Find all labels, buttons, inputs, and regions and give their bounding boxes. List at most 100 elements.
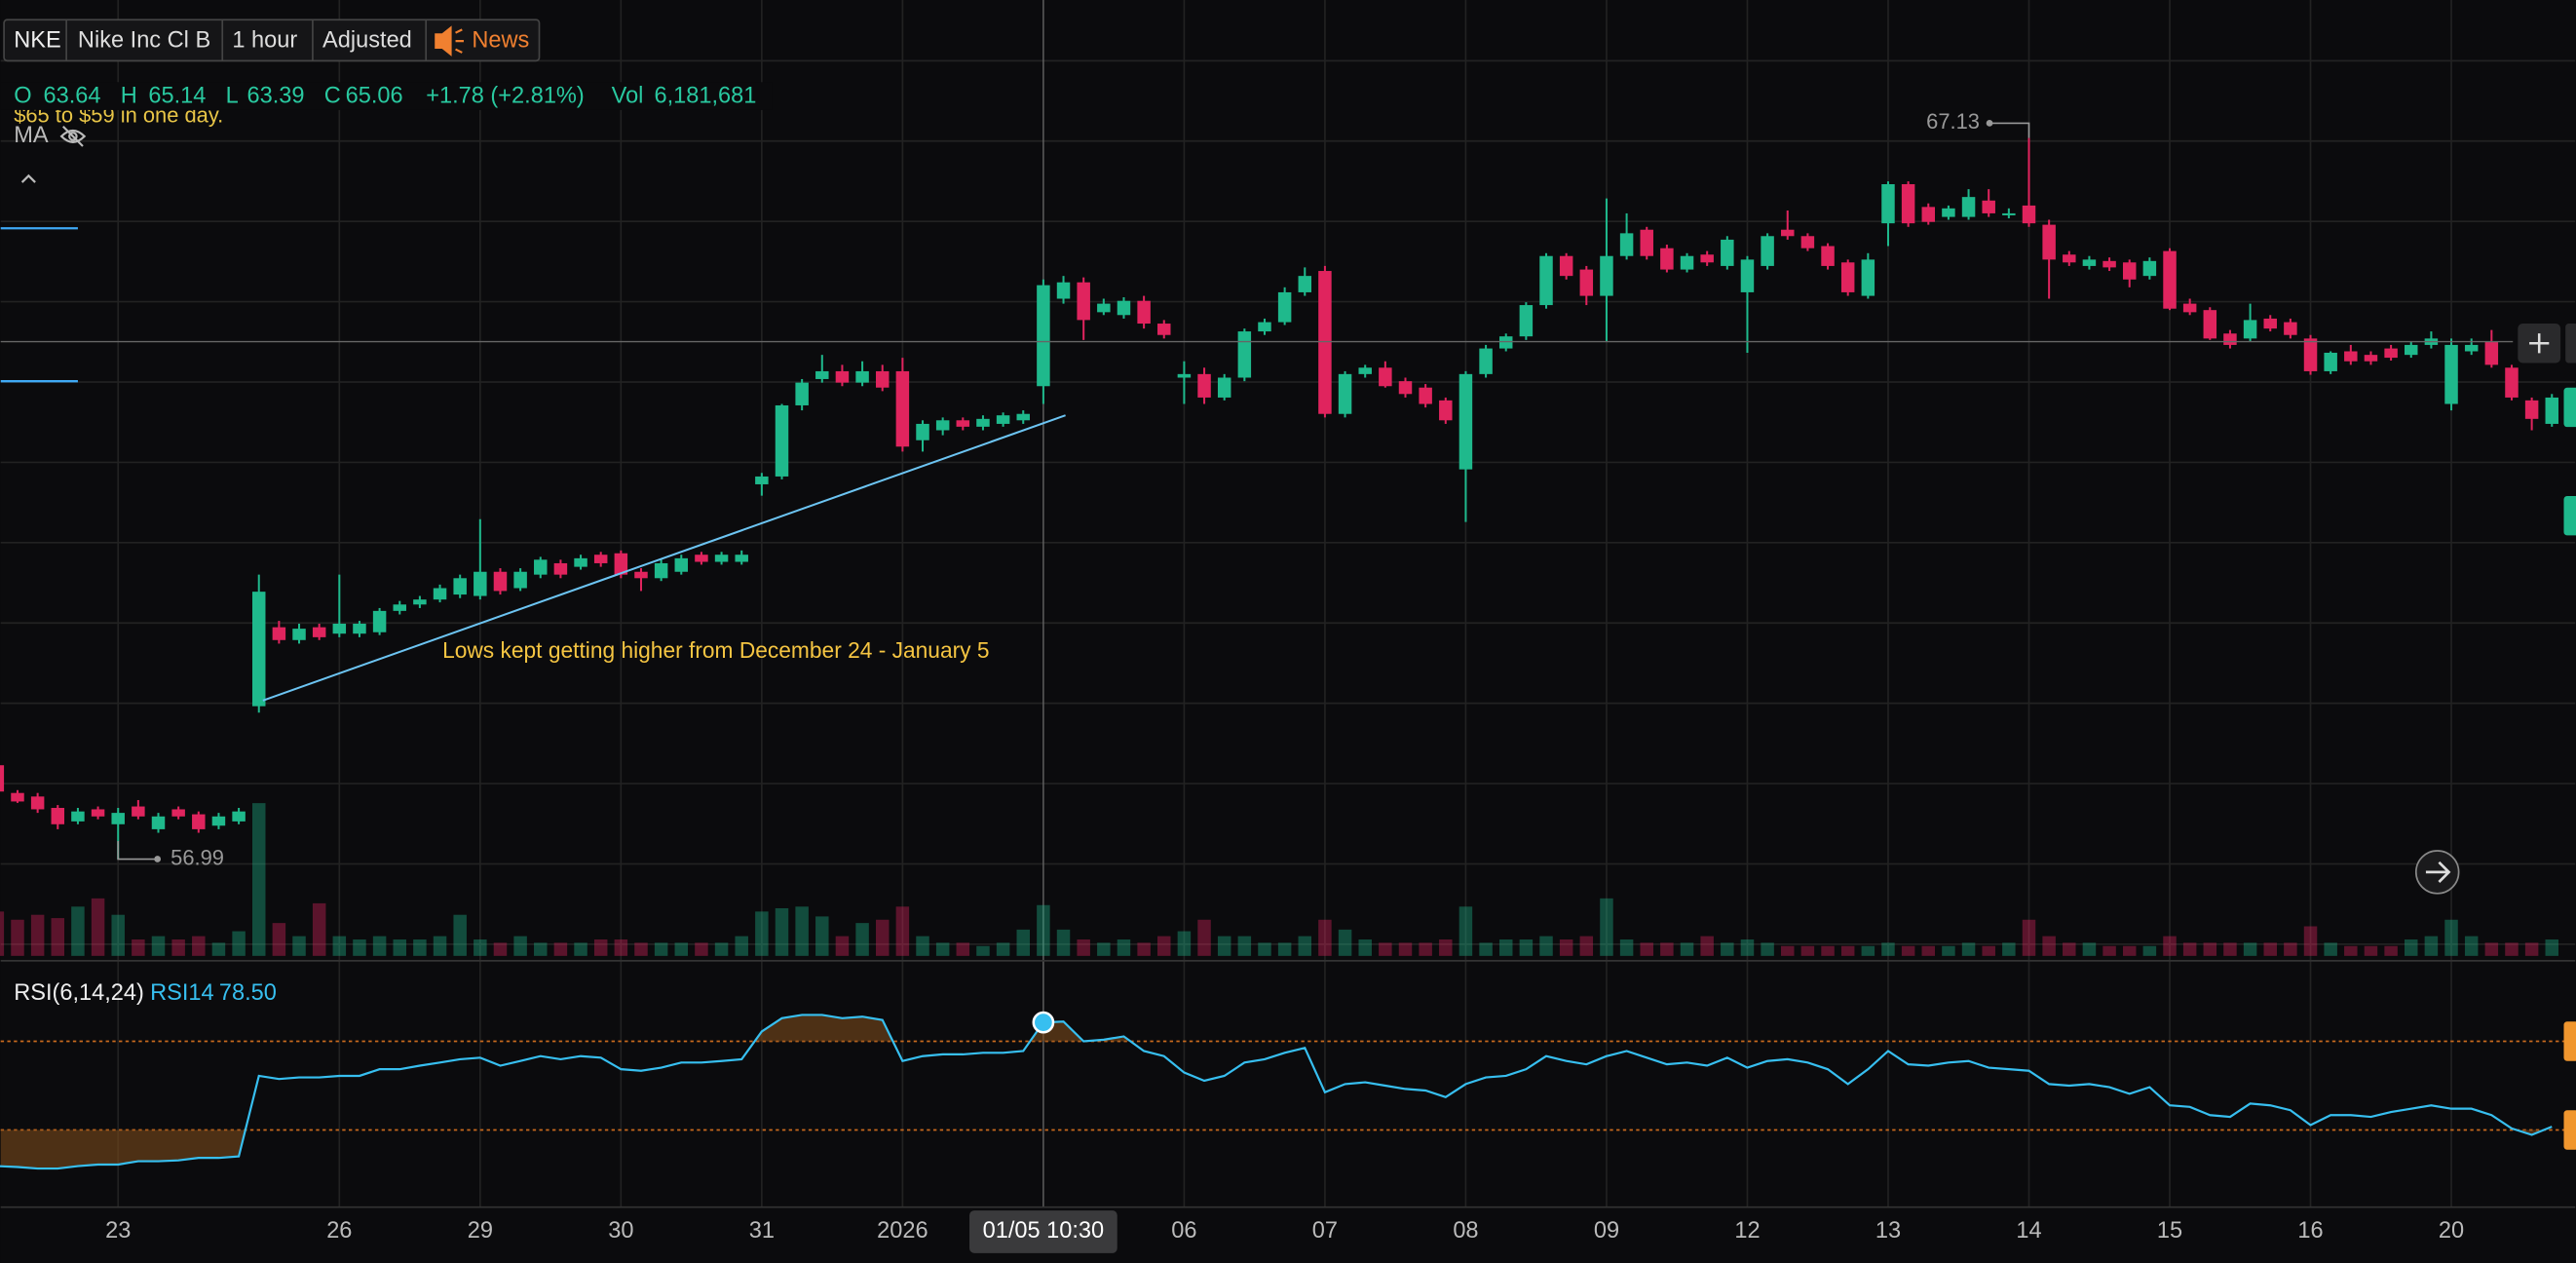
volume-bar xyxy=(2364,945,2378,956)
volume-bar xyxy=(2464,936,2479,956)
candle-body xyxy=(634,571,648,579)
candle-body xyxy=(1097,303,1111,313)
candle-body xyxy=(1761,236,1774,266)
candle-body xyxy=(192,814,206,829)
volume-bar xyxy=(0,911,5,956)
candle-body xyxy=(1077,282,1090,321)
candle-body xyxy=(292,629,306,640)
volume-bar xyxy=(2082,942,2097,956)
volume-bar xyxy=(1439,938,1453,956)
volume-bar xyxy=(815,916,829,956)
news-button[interactable]: News xyxy=(472,26,529,52)
volume-bar xyxy=(695,942,708,956)
x-tick-label: 14 xyxy=(2016,1217,2041,1243)
volume-bar xyxy=(775,907,789,956)
volume-bar xyxy=(534,942,548,956)
volume-bar xyxy=(2203,942,2217,956)
volume-bar xyxy=(1117,938,1131,956)
volume-bar xyxy=(1680,942,1694,956)
visibility-toggle[interactable] xyxy=(59,125,87,147)
candle-body xyxy=(1640,229,1653,256)
volume-bar xyxy=(433,936,447,956)
volume-bar xyxy=(2263,942,2277,956)
volume-bar xyxy=(1881,942,1895,956)
candle-body xyxy=(1137,300,1151,325)
volume-bar xyxy=(1217,936,1231,956)
change-value: +1.78 (+2.81%) xyxy=(426,83,585,108)
volume-bar xyxy=(1398,942,1413,956)
volume-bar xyxy=(795,906,809,956)
symbol-button[interactable]: NKE xyxy=(14,26,60,52)
price-tag xyxy=(2563,387,2576,428)
volume-bar xyxy=(634,942,648,956)
candle-body xyxy=(2505,367,2519,398)
candle-body xyxy=(1519,305,1534,337)
volume-bar xyxy=(1761,942,1774,956)
volume-bar xyxy=(51,918,65,956)
candle-body xyxy=(2464,344,2479,352)
x-tick-label: 13 xyxy=(1875,1217,1901,1243)
volume-bar xyxy=(11,919,24,956)
arrow-icon xyxy=(2425,861,2451,883)
candle-body xyxy=(111,813,125,824)
low-value: 63.39 xyxy=(247,83,305,108)
volume-bar xyxy=(493,942,508,956)
toolbar-frame xyxy=(3,19,541,62)
volume-bar xyxy=(1600,898,1613,956)
candle-body xyxy=(1721,239,1734,266)
interval-button[interactable]: 1 hour xyxy=(232,26,297,52)
volume-bar xyxy=(71,906,85,956)
low-marker-label: 56.99 xyxy=(170,845,224,869)
candle-body xyxy=(956,420,970,427)
volume-bar xyxy=(2303,926,2318,956)
x-tick-label: 31 xyxy=(749,1217,775,1243)
volume-bar xyxy=(372,936,387,956)
volume-bar xyxy=(332,936,347,956)
name-button[interactable]: Nike Inc Cl B xyxy=(78,26,210,52)
candle-body xyxy=(1982,200,1995,213)
collapse-button[interactable] xyxy=(20,173,36,183)
candle-body xyxy=(2344,351,2358,362)
candle-body xyxy=(2303,338,2318,371)
volume-bar xyxy=(1458,906,1473,956)
low-label: L xyxy=(226,83,239,108)
volume-bar xyxy=(1619,938,1634,956)
candle-body xyxy=(1921,207,1936,222)
candle-body xyxy=(2203,310,2217,339)
candle-body xyxy=(1338,373,1352,414)
open-value: 63.64 xyxy=(44,83,101,108)
volume-bar xyxy=(353,938,366,956)
candle-body xyxy=(2082,259,2097,266)
candle-body xyxy=(2243,320,2257,339)
volume-bar xyxy=(1419,942,1432,956)
toolbar: NKE Nike Inc Cl B 1 hour Adjusted News xyxy=(3,19,541,62)
volume-bar xyxy=(192,936,206,956)
candle-body xyxy=(996,415,1010,424)
volume-bar xyxy=(453,914,467,956)
volume-bar xyxy=(1077,938,1090,956)
candle-body xyxy=(1379,367,1392,387)
candle-body xyxy=(1740,259,1755,292)
candle-body xyxy=(11,792,24,802)
volume-bar xyxy=(2405,938,2418,956)
x-tick-label: 23 xyxy=(105,1217,131,1243)
candle-body xyxy=(372,610,387,632)
candle-body xyxy=(654,562,668,579)
adjustment-button[interactable]: Adjusted xyxy=(322,26,412,52)
candle-body xyxy=(71,811,85,822)
volume-bar xyxy=(1338,929,1352,956)
rsi-value: 78.50 xyxy=(219,979,277,1005)
low-marker-dot xyxy=(154,856,162,862)
volume-bar xyxy=(232,931,246,956)
side-tab[interactable] xyxy=(2565,324,2576,364)
volume-bar xyxy=(1237,936,1252,956)
volume-bar xyxy=(654,942,668,956)
volume-bar xyxy=(2344,945,2358,956)
volume-bar xyxy=(1157,936,1171,956)
volume-bar xyxy=(2102,945,2116,956)
candle-body xyxy=(1197,373,1211,398)
candle-body xyxy=(232,811,246,822)
volume-bar xyxy=(674,942,689,956)
eye-pupil xyxy=(68,132,78,141)
x-tick-label: 16 xyxy=(2297,1217,2323,1243)
